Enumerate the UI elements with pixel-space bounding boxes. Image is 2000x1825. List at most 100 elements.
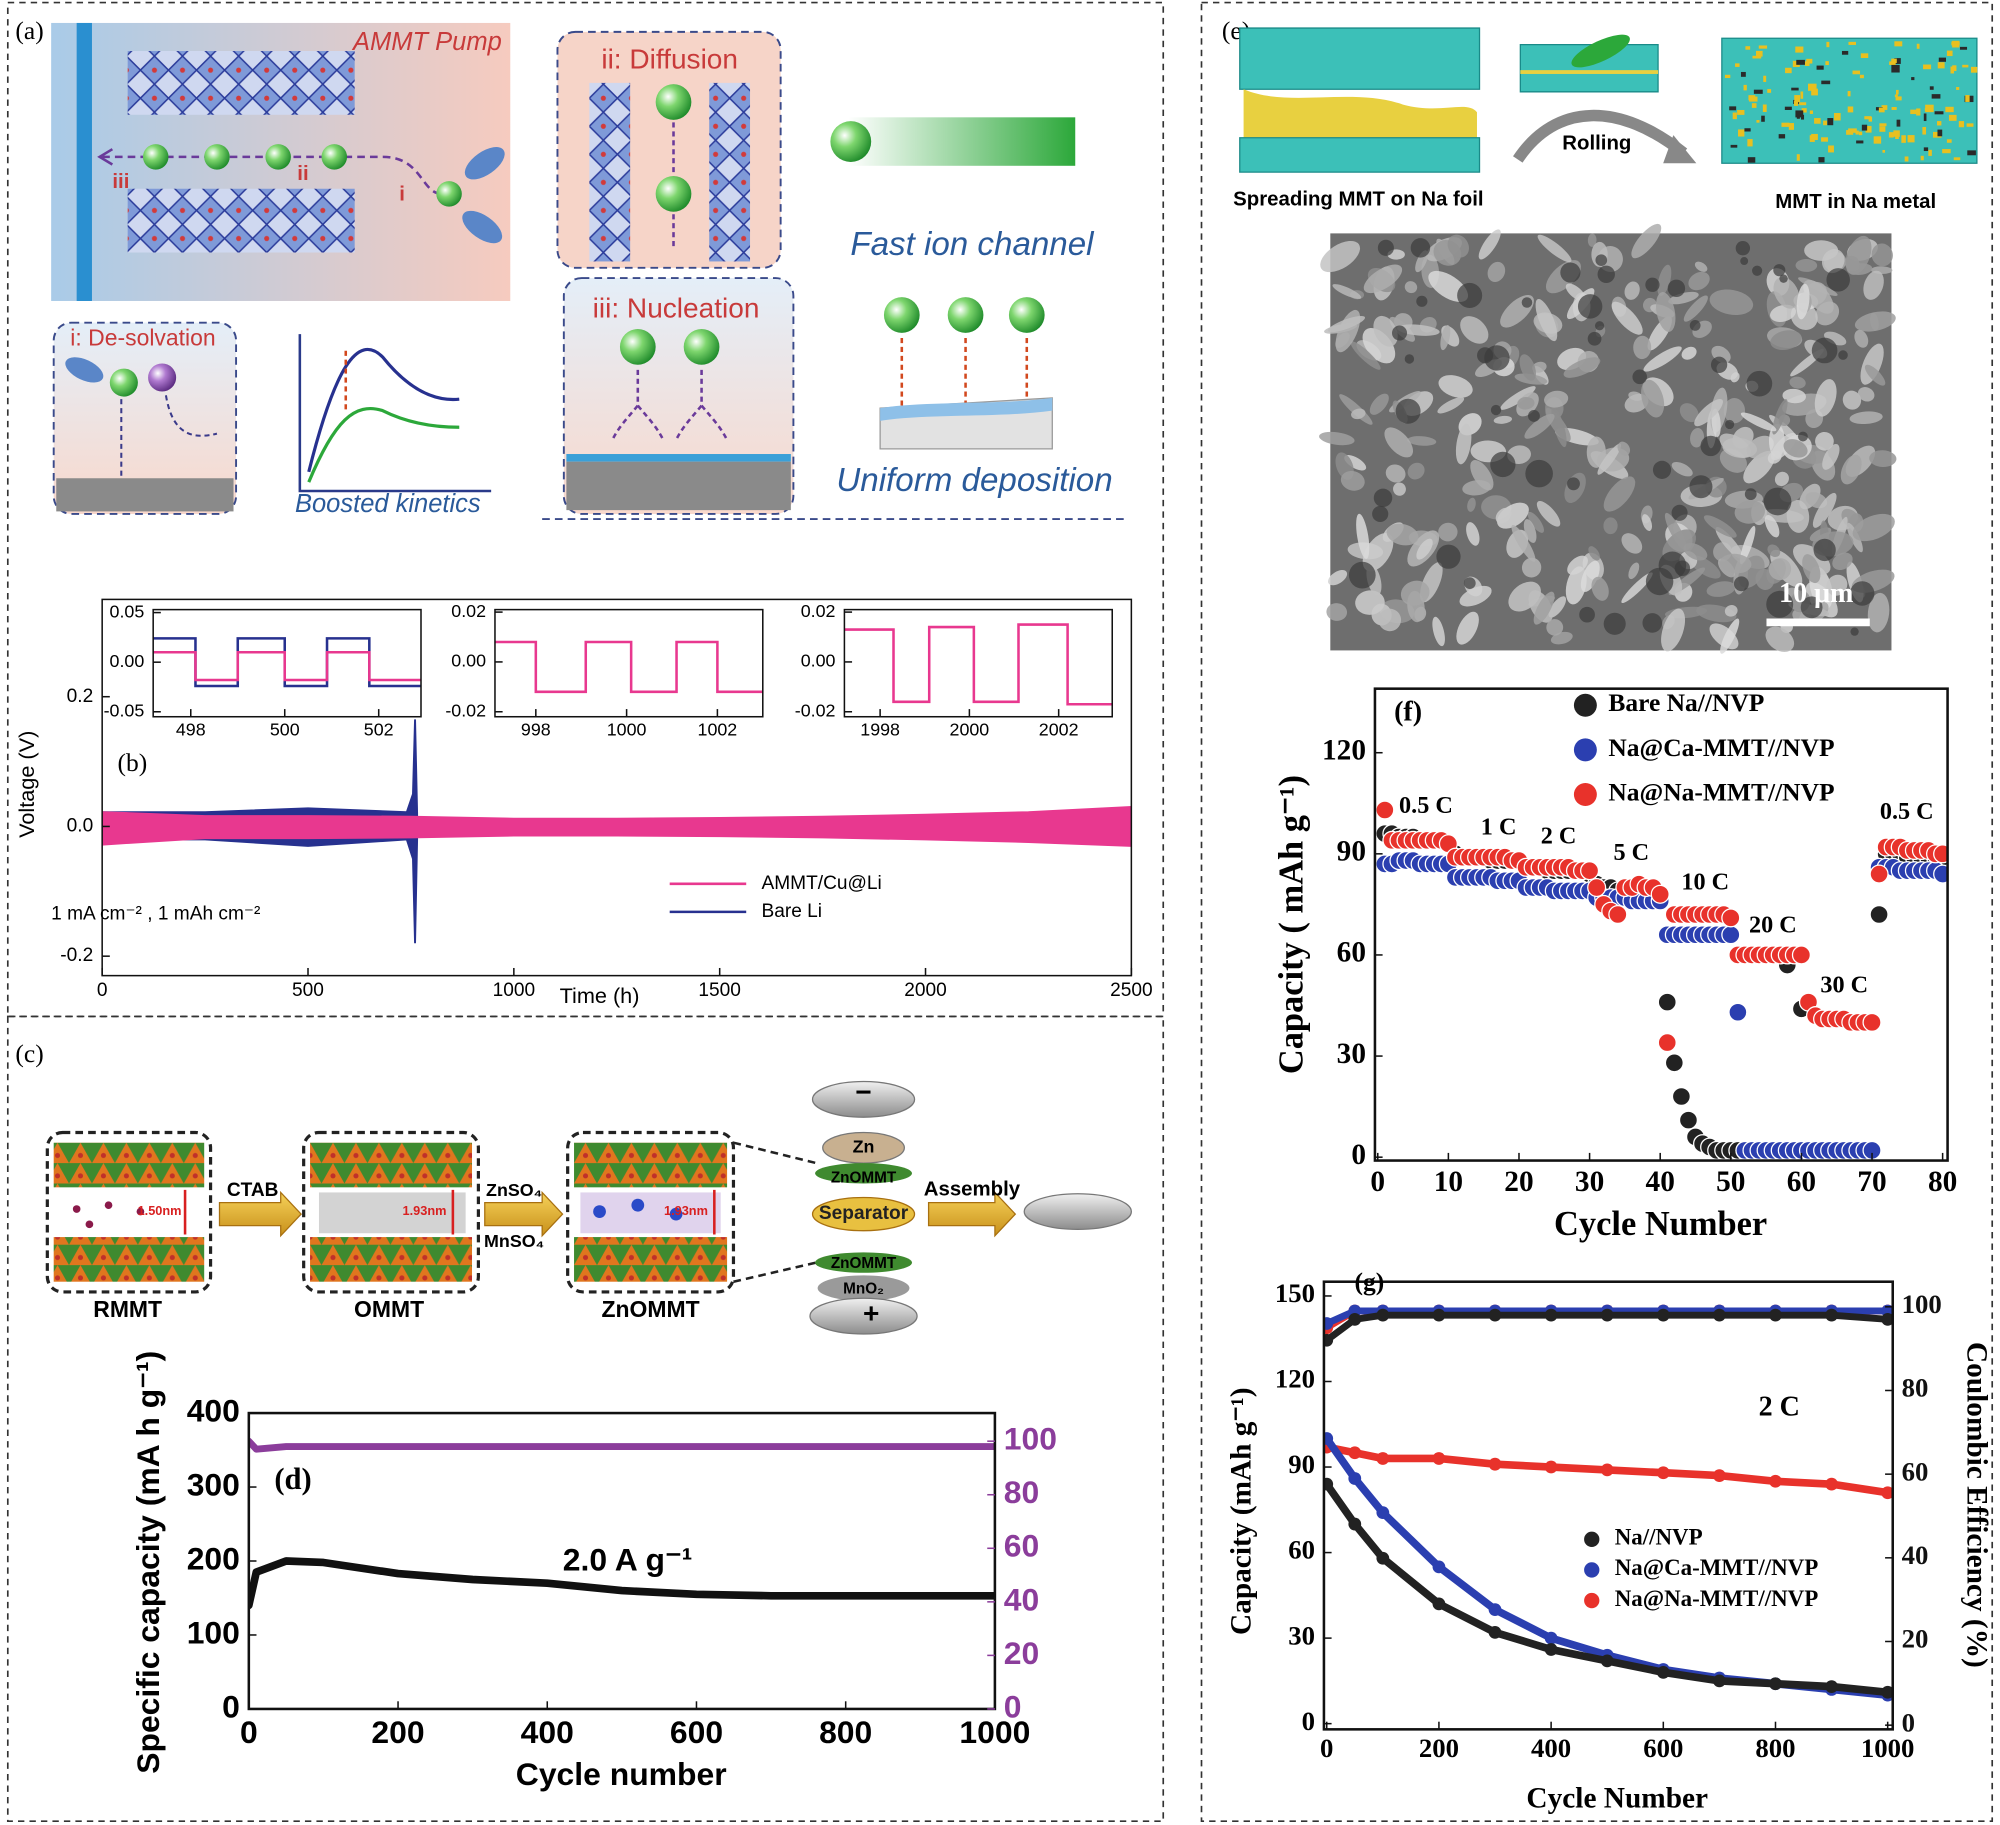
- substrate: [566, 461, 791, 511]
- sem-grain: [1527, 511, 1544, 533]
- y2-tick-label: 40: [1902, 1540, 1929, 1570]
- sei-layer: [566, 454, 791, 462]
- sem-pore: [1632, 369, 1647, 385]
- separator: [811, 1196, 916, 1232]
- plot-area: [844, 623, 1113, 706]
- sem-grain: [1655, 292, 1676, 332]
- ion: [109, 368, 138, 397]
- chart: 1998 2000 2002 -0.02 0.00 0.02: [795, 601, 1113, 740]
- sem-grain: [1438, 522, 1458, 542]
- speckle: [1761, 115, 1765, 122]
- y-tick-label: 0.00: [451, 651, 486, 671]
- coin-cell: [1023, 1193, 1132, 1231]
- speckle: [1735, 63, 1740, 67]
- sem-pore: [1642, 613, 1663, 633]
- plot-area: [494, 640, 763, 694]
- sem-pore: [1645, 277, 1660, 292]
- sem-pore: [1763, 487, 1792, 516]
- speckle: [1931, 94, 1941, 99]
- roller: [1571, 34, 1630, 68]
- sem-grain: [1621, 572, 1653, 604]
- point: [1657, 1033, 1677, 1053]
- legend-label: AMMT/Cu@Li: [762, 873, 882, 894]
- sem-grain: [1440, 325, 1451, 351]
- y2-tick-label: 80: [1902, 1373, 1929, 1403]
- point: [1608, 904, 1628, 925]
- speckle: [1928, 149, 1932, 156]
- y-axis-label: Capacity ( mAh g⁻¹): [1273, 775, 1311, 1074]
- sem-grain: [1356, 513, 1370, 559]
- sem-grain: [1845, 235, 1872, 275]
- x-tick-label: 498: [176, 720, 206, 740]
- legend-label: Na@Na-MMT//NVP: [1608, 777, 1834, 806]
- y-tick-label: 0.2: [67, 686, 94, 707]
- chart: 498 500 502 -0.05 0.00 0.05: [104, 601, 422, 740]
- sem-grain: [1351, 408, 1366, 420]
- anion: [148, 363, 177, 392]
- sem-pore: [1457, 282, 1483, 308]
- speckle: [1801, 108, 1807, 113]
- box-title: i: De-solvation: [70, 324, 215, 350]
- pump-title: AMMT Pump: [351, 28, 502, 56]
- sem-grain: [1551, 406, 1567, 448]
- speckle: [1855, 130, 1859, 135]
- sem-grain: [1796, 283, 1810, 320]
- kinetics-curve: [307, 347, 460, 473]
- point: [1544, 1308, 1558, 1322]
- annotation: 2 C: [1541, 822, 1577, 849]
- arrow: [218, 1190, 302, 1238]
- point: [1769, 1474, 1782, 1488]
- substrate: [56, 478, 234, 512]
- sem-grain: [1774, 471, 1789, 487]
- sem-grain: [1521, 557, 1542, 578]
- x-tick-label: 10: [1434, 1166, 1463, 1198]
- y2-tick-label: 100: [1004, 1421, 1057, 1457]
- sem-pore: [1667, 279, 1686, 298]
- sem-grain: [1740, 412, 1777, 432]
- sem-grain: [1565, 566, 1587, 605]
- point: [1678, 1110, 1699, 1130]
- ion: [619, 329, 656, 365]
- mmt-layer: [1243, 89, 1477, 141]
- sem-pore: [1528, 410, 1540, 422]
- sem-pore: [1560, 262, 1581, 283]
- speed-streaks: [848, 83, 1076, 199]
- speckle: [1800, 91, 1804, 99]
- point: [1348, 1517, 1362, 1531]
- point: [1376, 1308, 1390, 1322]
- y-tick-label: 0.02: [801, 601, 836, 621]
- ion: [321, 144, 348, 170]
- process-arrows: [218, 1190, 1017, 1238]
- nucleation-paths: [611, 369, 729, 441]
- sem-grain: [1840, 454, 1862, 485]
- axes-frame: [101, 598, 1133, 977]
- sem-grain: [1407, 462, 1425, 480]
- speckle: [1794, 95, 1801, 103]
- sem-grain: [1326, 603, 1348, 621]
- point: [1791, 945, 1811, 965]
- sem-grain: [1734, 500, 1765, 524]
- annotation: 0.5 C: [1399, 792, 1453, 819]
- sem-grain: [1773, 277, 1800, 309]
- y-tick-label: 200: [187, 1540, 240, 1576]
- point: [1656, 1665, 1670, 1679]
- sem-pore: [1567, 477, 1580, 491]
- na-foil: [1239, 27, 1481, 90]
- ion: [436, 181, 462, 207]
- speckle: [1732, 112, 1737, 120]
- sem-grain: [1611, 301, 1643, 335]
- speckle: [1946, 139, 1952, 143]
- speckle: [1808, 83, 1817, 91]
- panel-label: (a): [15, 16, 43, 45]
- point: [1600, 1463, 1614, 1477]
- voltage-step: [153, 650, 421, 682]
- sem-grain: [1804, 240, 1839, 261]
- mmt-speckles: [1724, 40, 1978, 163]
- sem-grain: [1397, 324, 1440, 336]
- x-tick-label: 1500: [698, 980, 741, 1001]
- speckle: [1795, 110, 1804, 118]
- sem-grain: [1536, 501, 1561, 527]
- point: [1862, 1012, 1882, 1032]
- x-tick-label: 0: [240, 1714, 258, 1750]
